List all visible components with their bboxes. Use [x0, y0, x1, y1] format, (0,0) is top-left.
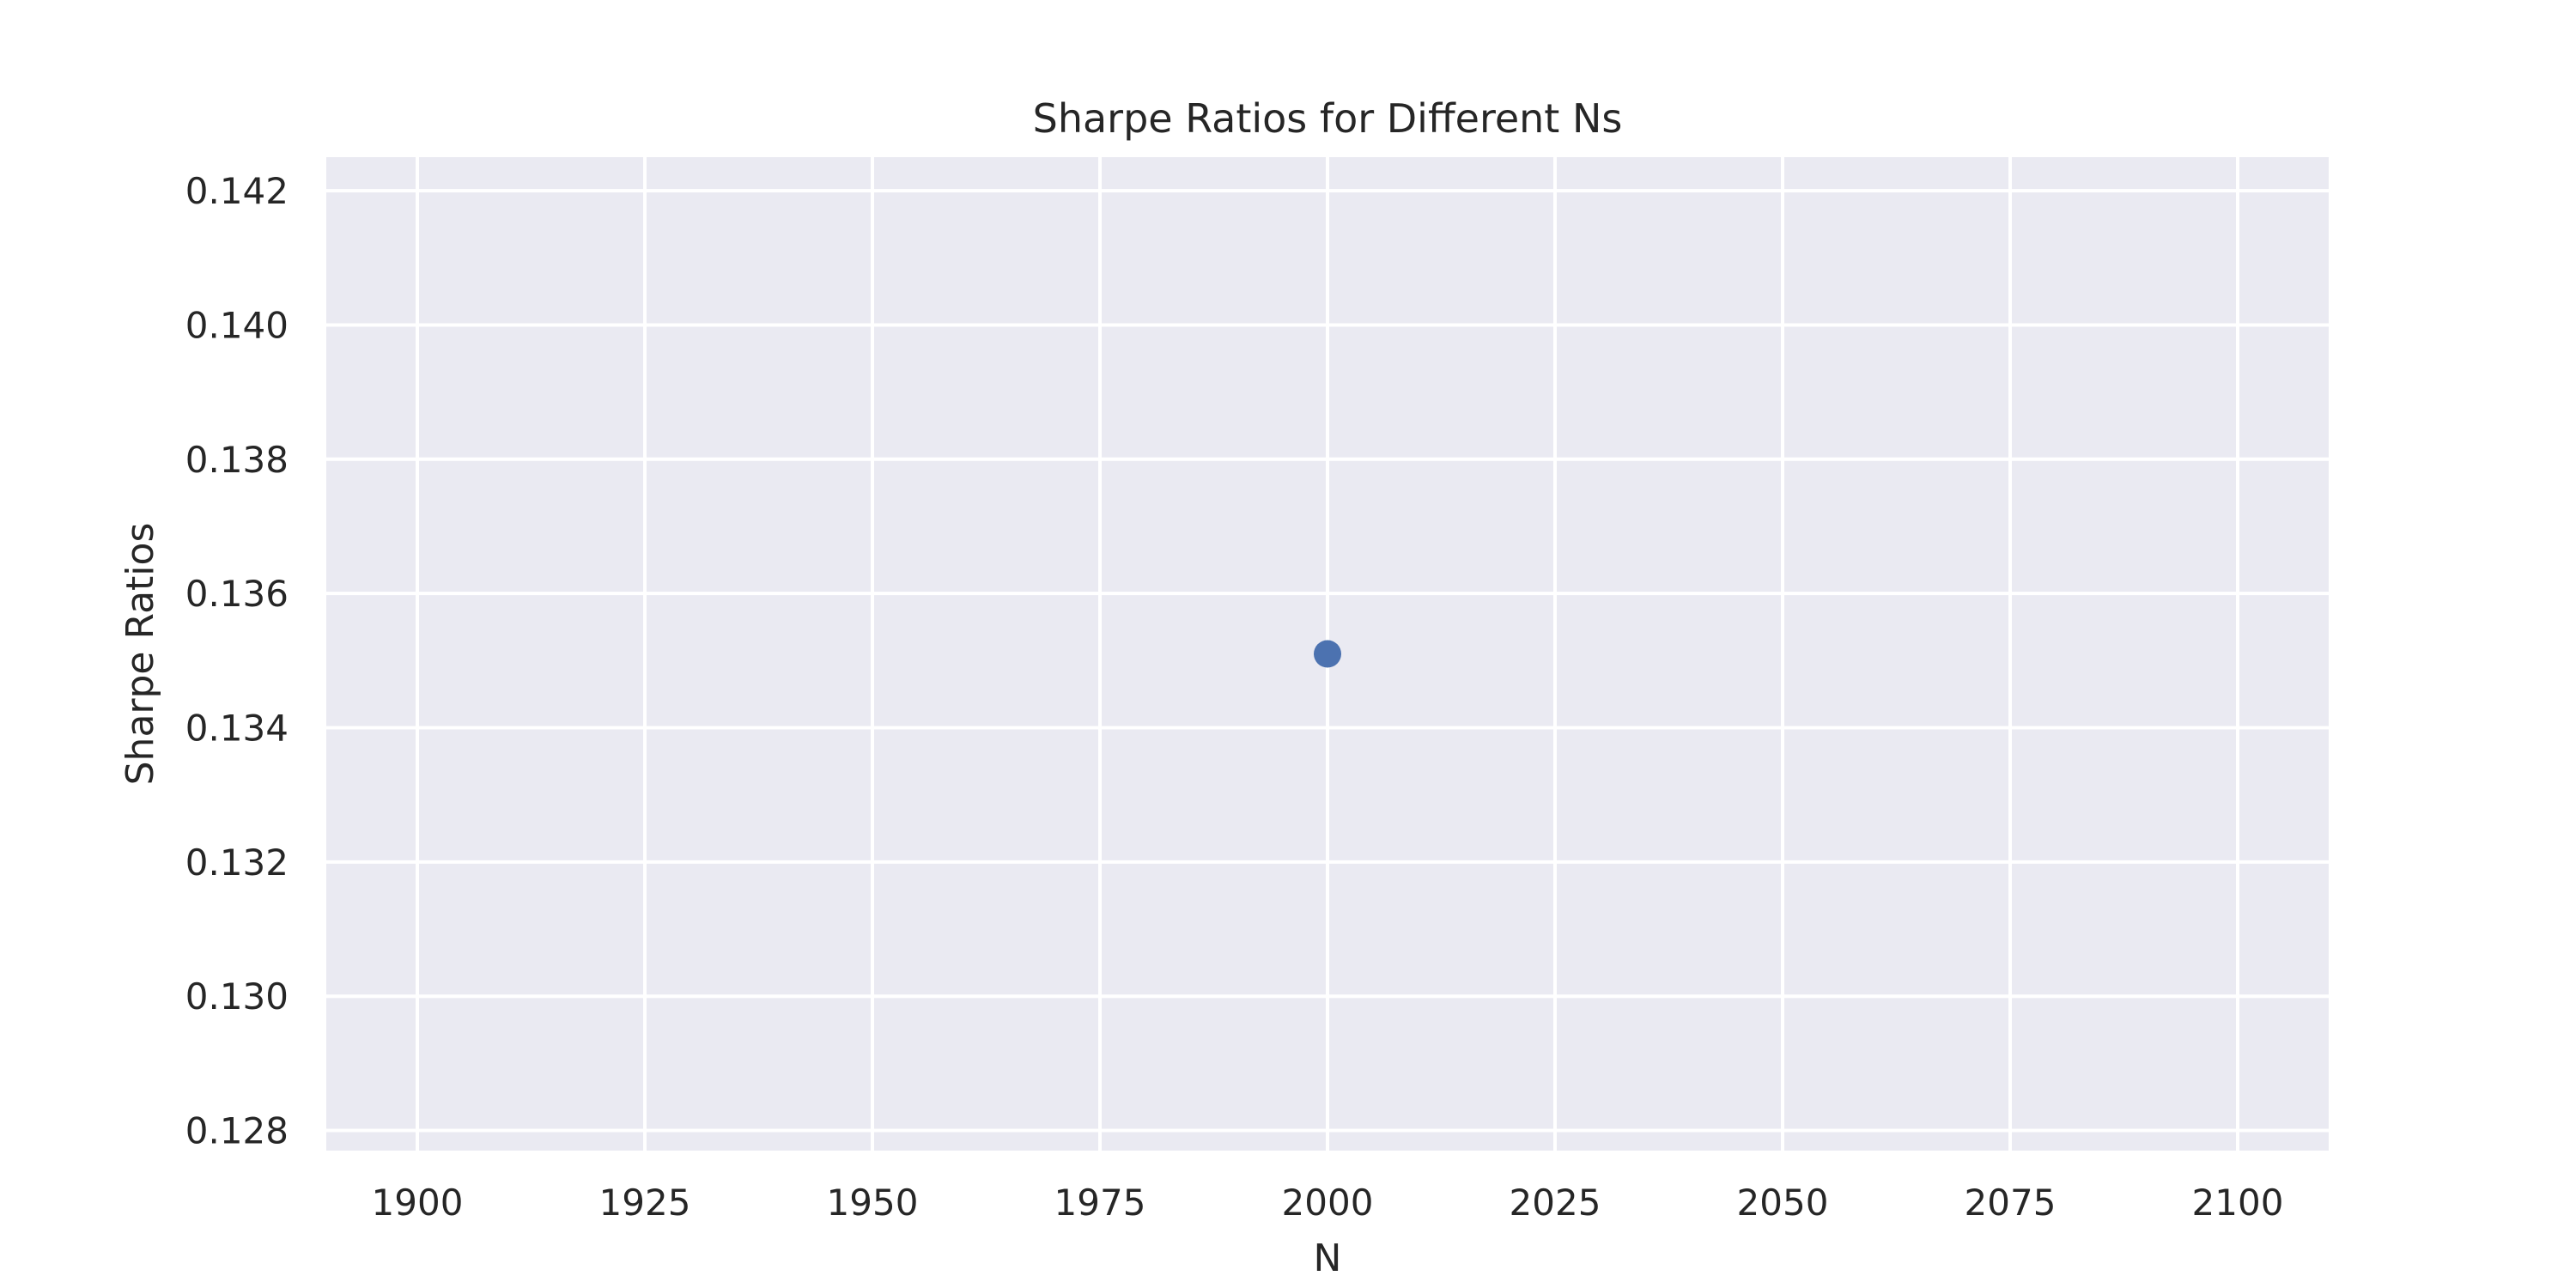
chart-title: Sharpe Ratios for Different Ns: [1033, 95, 1623, 142]
y-tick-label: 0.140: [185, 304, 289, 346]
x-tick-label: 2000: [1282, 1182, 1374, 1224]
y-tick-label: 0.132: [185, 841, 289, 884]
y-axis-label: Sharpe Ratios: [118, 523, 162, 786]
y-tick-label: 0.142: [185, 170, 289, 212]
y-tick-label: 0.138: [185, 439, 289, 481]
x-tick-label: 2025: [1510, 1182, 1601, 1224]
x-tick-label: 1975: [1054, 1182, 1146, 1224]
x-tick-label: 1925: [599, 1182, 691, 1224]
x-tick-label: 2050: [1737, 1182, 1829, 1224]
x-tick-label: 1950: [827, 1182, 919, 1224]
y-tick-label: 0.128: [185, 1110, 289, 1152]
y-tick-label: 0.130: [185, 975, 289, 1018]
y-tick-label: 0.134: [185, 707, 289, 749]
grid-lines: [326, 157, 2329, 1151]
data-point: [1314, 640, 1341, 668]
x-tick-label: 2075: [1965, 1182, 2057, 1224]
data-points: [1314, 640, 1341, 668]
x-tick-labels: 1900 1925 1950 1975 2000 2025 2050 2075 2100: [372, 1182, 2284, 1224]
x-tick-label: 1900: [372, 1182, 464, 1224]
x-tick-label: 2100: [2192, 1182, 2284, 1224]
y-tick-labels: 0.128 0.130 0.132 0.134 0.136 0.138 0.140 0.142: [185, 170, 289, 1151]
y-tick-label: 0.136: [185, 573, 289, 615]
x-axis-label: N: [1314, 1236, 1342, 1280]
